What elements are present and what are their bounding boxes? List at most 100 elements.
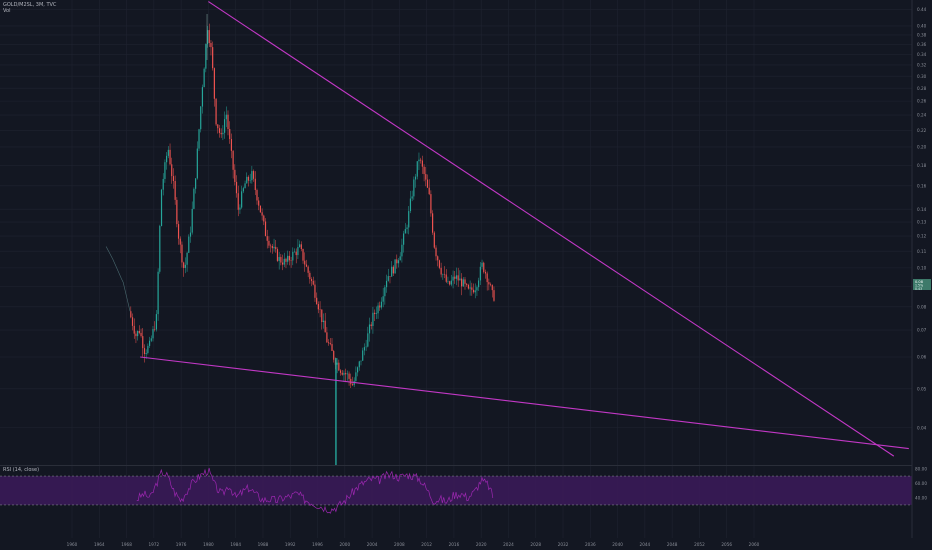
candle-body: [251, 171, 253, 181]
candle-body: [413, 179, 415, 197]
candle-body: [437, 256, 439, 261]
symbol-legend[interactable]: GOLD/M2SL, 3M, TVC: [3, 2, 57, 8]
candle-body: [287, 255, 289, 262]
time-tick-label: 2048: [667, 542, 678, 547]
candle-body: [261, 212, 263, 216]
candle-body: [317, 304, 319, 310]
candle-body: [391, 266, 393, 277]
candle-body: [213, 68, 215, 99]
time-tick-label: 2016: [449, 542, 460, 547]
price-tick-label: 0.26: [917, 99, 927, 104]
candle-body: [442, 274, 444, 275]
candle-body: [483, 262, 485, 272]
candle-body: [234, 169, 236, 182]
candle-body: [443, 274, 446, 275]
candle-body: [179, 238, 181, 245]
candle-body: [433, 232, 435, 248]
rsi-chart[interactable]: 80.00 60.00 40.00: [0, 466, 932, 538]
candle-body: [203, 68, 205, 88]
time-tick-label: 2052: [694, 542, 705, 547]
candle-body: [137, 330, 139, 337]
candle-body: [273, 246, 275, 249]
candle-body: [247, 176, 250, 181]
candle-body: [350, 378, 352, 385]
candle-body: [316, 297, 318, 305]
candle-body: [217, 124, 219, 129]
candle-body: [351, 384, 354, 386]
current-price-tag: 0.08 1.5% 0.43: [913, 279, 931, 291]
time-axis[interactable]: 1960 1964 1968 1972 1976 1980 1984 1988 1992 1996…: [0, 538, 932, 550]
candle-body: [440, 267, 442, 275]
rsi-band-fill: [0, 476, 912, 505]
pane-separator[interactable]: [0, 465, 912, 466]
candle-body: [218, 128, 221, 133]
rsi-axis[interactable]: 80.00 60.00 40.00: [911, 466, 927, 538]
candle-body: [131, 317, 134, 326]
price-axis[interactable]: 0.44 0.40 0.38 0.36 0.34 0.32 0.30 0.28 0.26 0.24…: [911, 0, 927, 466]
time-tick-label: 2044: [640, 542, 651, 547]
trendlines[interactable]: [140, 1, 909, 457]
time-tick-label: 1968: [121, 542, 132, 547]
time-tick-label: 1972: [149, 542, 160, 547]
candle-body: [155, 314, 157, 330]
candle-body: [166, 155, 168, 163]
price-tick-label: 0.13: [917, 220, 927, 225]
candle-body: [339, 370, 342, 373]
candle-body: [385, 280, 388, 288]
candle-body: [489, 284, 492, 286]
candle-body: [188, 236, 190, 253]
price-tick-label: 0.06: [917, 355, 927, 360]
price-tick-label: 0.16: [917, 183, 927, 188]
candle-body: [157, 271, 159, 315]
candle-body: [145, 352, 147, 354]
candle-body: [416, 161, 418, 177]
candle-body: [455, 275, 458, 279]
candle-body: [297, 247, 299, 256]
candle-body: [355, 372, 357, 381]
candle-body: [254, 178, 256, 191]
candle-body: [235, 181, 238, 194]
candle-body: [343, 373, 345, 375]
candle-body: [471, 287, 473, 290]
time-tick-label: 2008: [394, 542, 405, 547]
candle-body: [167, 149, 169, 156]
candle-body: [210, 42, 212, 48]
candle-body: [140, 332, 142, 337]
rsi-tick-label: 40.00: [915, 495, 927, 500]
candle-body: [237, 193, 239, 210]
price-tick-label: 0.24: [917, 113, 927, 118]
candle-body: [208, 30, 210, 43]
time-tick-label: 1964: [94, 542, 105, 547]
time-tick-label: 2040: [612, 542, 623, 547]
rsi-tick-label: 80.00: [915, 466, 927, 471]
candle-body: [348, 373, 350, 379]
price-tick-label: 0.40: [917, 24, 927, 29]
candle-body: [375, 313, 377, 315]
candle-body: [138, 330, 140, 333]
candle-body: [450, 280, 452, 285]
candle-body: [397, 260, 400, 264]
candle-body: [488, 282, 490, 285]
candle-body: [336, 362, 338, 365]
rsi-legend[interactable]: RSI (14, close): [3, 467, 40, 473]
candle-body: [459, 278, 461, 281]
price-tick-label: 0.32: [917, 62, 927, 67]
price-tick-label: 0.20: [917, 145, 927, 150]
price-tick-label: 0.30: [917, 74, 927, 79]
candle-body: [472, 289, 475, 293]
candle-body: [491, 285, 493, 291]
candle-body: [215, 98, 217, 125]
candle-body: [259, 205, 262, 213]
candle-body: [310, 279, 313, 281]
candle-body: [263, 215, 265, 222]
candle-body: [478, 280, 480, 288]
candle-body: [266, 236, 268, 241]
volume-legend[interactable]: Vol: [3, 8, 11, 14]
candle-body: [164, 162, 166, 179]
candle-body: [326, 332, 328, 343]
candle-body: [268, 240, 270, 246]
rsi-line: [136, 467, 494, 514]
price-chart[interactable]: 0.44 0.40 0.38 0.36 0.34 0.32 0.30 0.28 0.26 0.24…: [0, 0, 932, 466]
candle-body: [249, 180, 251, 181]
candle-body: [130, 311, 132, 318]
